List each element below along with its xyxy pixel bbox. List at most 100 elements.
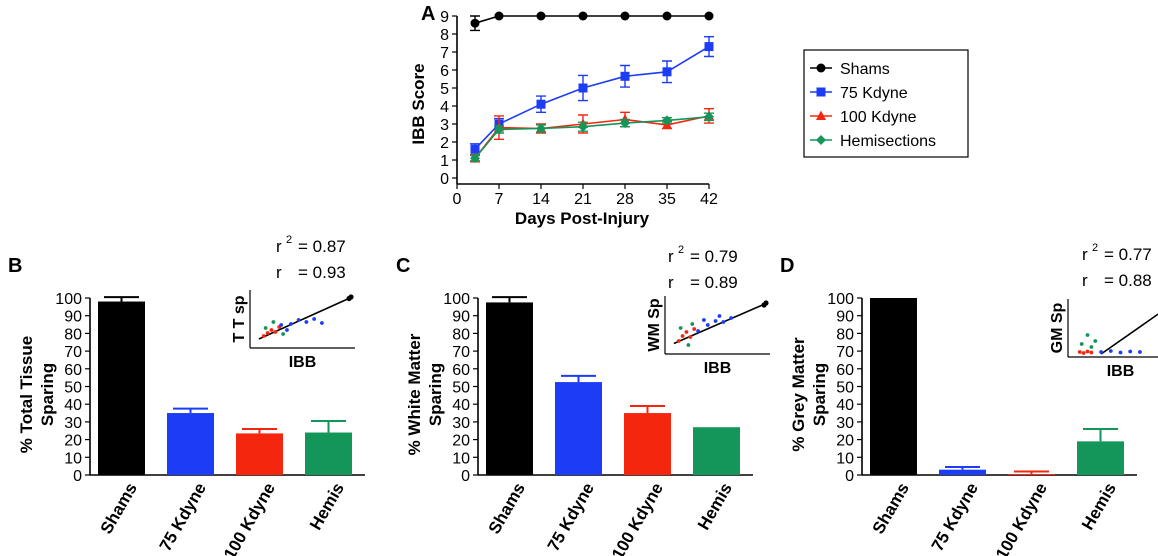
panel-b-inset-r-value: = 0.93 [298, 263, 346, 282]
panel-d-y-tick-label: 10 [836, 450, 854, 467]
panel-b-category-label-hemis: Hemis [306, 480, 348, 534]
panel-c-inset-fit-line [673, 302, 767, 345]
panel-d-category-label-hemis: Hemis [1078, 480, 1120, 534]
panel-c-inset-point [684, 330, 689, 334]
panel-b-inset-r2-superscript: 2 [286, 234, 292, 246]
panel-c-inset-point [678, 326, 683, 330]
data-point-75-kdyne [578, 83, 588, 93]
panel-c-error-bar-shams [492, 296, 527, 303]
panel-d-y-tick-label: 30 [836, 415, 854, 432]
panel-b-category-label-shams: Shams [97, 480, 141, 538]
panel-c-inset-point [686, 343, 691, 347]
panel-c-inset-point [761, 302, 767, 308]
series-line-100-kdyne [474, 115, 710, 159]
data-point-shams [470, 18, 480, 28]
panel-a-y-tick-label: 6 [440, 63, 449, 80]
data-point-hemisections [578, 121, 588, 132]
panel-d-bar-chart: D % Grey Matter Sparing 0102030405060708090… [780, 242, 1158, 556]
panel-b-inset-xlabel: IBB [289, 354, 317, 371]
panel-b-inset-point [265, 331, 270, 335]
panel-d-y-tick-label: 80 [836, 326, 854, 343]
panel-b-bar-shams [98, 301, 145, 475]
data-point-75-kdyne [704, 42, 714, 52]
panel-c-category-label-hemis: Hemis [694, 480, 736, 534]
panel-a-x-tick-label: 0 [453, 191, 462, 208]
panel-b-y-tick-label: 80 [64, 326, 82, 343]
panel-d-inset-point [1085, 349, 1090, 354]
panel-c-y-tick-label: 70 [452, 344, 470, 361]
panel-b-inset-point [271, 320, 276, 324]
panel-d-inset-point [1077, 350, 1082, 354]
panel-d-error-bar-100-kdyne [1014, 470, 1049, 475]
data-point-hemisections [662, 115, 672, 126]
panel-b-y-tick-label: 90 [64, 309, 82, 326]
panel-d-bar-100-kdyne [1008, 474, 1055, 475]
panel-b-label: B [8, 255, 22, 277]
panel-a-x-tick-label: 28 [616, 191, 634, 208]
panel-d-inset-xlabel: IBB [1107, 363, 1135, 380]
panel-a-label: A [421, 3, 435, 25]
panel-a-y-tick-label: 2 [440, 135, 449, 152]
panel-c-y-tick-label: 60 [452, 362, 470, 379]
legend-label-hemisections: Hemisections [840, 133, 936, 150]
panel-c-error-bar-75-kdyne [561, 374, 596, 383]
panel-a-ylabel: IBB Score [409, 63, 428, 144]
panel-c-inset-point [690, 322, 695, 326]
panel-c-ylabel: % White Matter Sparing [405, 333, 445, 455]
series-line-75-kdyne [474, 45, 710, 150]
panel-d-inset-point [1081, 351, 1086, 355]
panel-c-inset-point [692, 327, 697, 331]
panel-b-category-label-100-kdyne: 100 Kdyne [220, 480, 279, 556]
legend-marker-100-kdyne [816, 110, 826, 120]
panel-b-y-tick-label: 60 [64, 362, 82, 379]
panel-c-bar-100-kdyne [624, 413, 671, 475]
legend: Shams 75 Kdyne 100 Kdyne Hemisections [803, 49, 969, 158]
panel-b-inset-fit-line [258, 296, 352, 340]
legend-label-75-kdyne: 75 Kdyne [840, 85, 908, 102]
legend-entry-75-kdyne: 75 Kdyne [810, 85, 908, 102]
panel-c-ylabel-line: % White Matter [405, 333, 424, 455]
panel-d-bar-shams [870, 298, 917, 475]
legend-marker-hemisections [816, 135, 826, 145]
panel-d-inset-r2-letter: r [1082, 245, 1088, 264]
panel-b-error-bar-shams [104, 296, 139, 302]
panel-a-y-tick-label: 8 [440, 27, 449, 44]
panel-a-x-tick-label: 21 [574, 191, 592, 208]
panel-d-category-label-75-kdyne: 75 Kdyne [928, 480, 982, 555]
panel-c-bar-chart: C % White Matter Sparing 010203040506070809… [396, 244, 770, 556]
panel-c-y-tick-label: 0 [461, 468, 470, 485]
panel-c-inset-point [676, 339, 681, 343]
panel-d-ylabel-line: % Grey Matter [789, 337, 808, 452]
panel-b-inset-point [296, 318, 301, 322]
panel-b-y-tick-label: 70 [64, 344, 82, 361]
panel-a-y-tick-label: 3 [440, 117, 449, 134]
panel-c-inset-r2-superscript: 2 [678, 244, 684, 256]
panel-d-ylabel: % Grey Matter Sparing [789, 337, 829, 452]
panel-b-inset-point [263, 326, 268, 330]
data-point-75-kdyne [536, 99, 546, 109]
panel-b-bar-chart: B % Total Tissue Sparing 010203040506070809… [8, 234, 365, 556]
legend-entry-shams: Shams [810, 61, 890, 78]
panel-d-inset-ylabel: GM Sp [1049, 302, 1066, 353]
panel-b-inset-r2-letter: r [276, 237, 282, 256]
panel-b-inset-point [285, 328, 289, 332]
panel-b-inset-point [269, 328, 274, 332]
panel-c-inset-point [717, 314, 722, 318]
panel-c-category-label-shams: Shams [485, 480, 529, 538]
panel-b-bar-75-kdyne [167, 413, 214, 475]
data-point-hemisections [704, 111, 714, 122]
panel-d-bar-75-kdyne [939, 469, 986, 475]
panel-b-bar-hemis [305, 432, 352, 475]
panel-d-inset-r2-superscript: 2 [1092, 242, 1098, 254]
panel-d-inset-r-letter: r [1082, 271, 1088, 290]
panel-b-inset-ylabel: T T sp [231, 295, 248, 342]
panel-a-y-tick-label: 7 [440, 45, 449, 62]
panel-c-y-tick-label: 10 [452, 450, 470, 467]
panel-d-bar-hemis [1077, 441, 1124, 475]
data-point-hemisections [536, 123, 546, 134]
panel-d-y-tick-label: 70 [836, 344, 854, 361]
panel-d-inset-r-value: = 0.88 [1104, 271, 1152, 290]
panel-b-inset-point [288, 322, 293, 326]
panel-c-inset-r-letter: r [668, 273, 674, 292]
panel-d-error-bar-hemis [1083, 427, 1118, 442]
